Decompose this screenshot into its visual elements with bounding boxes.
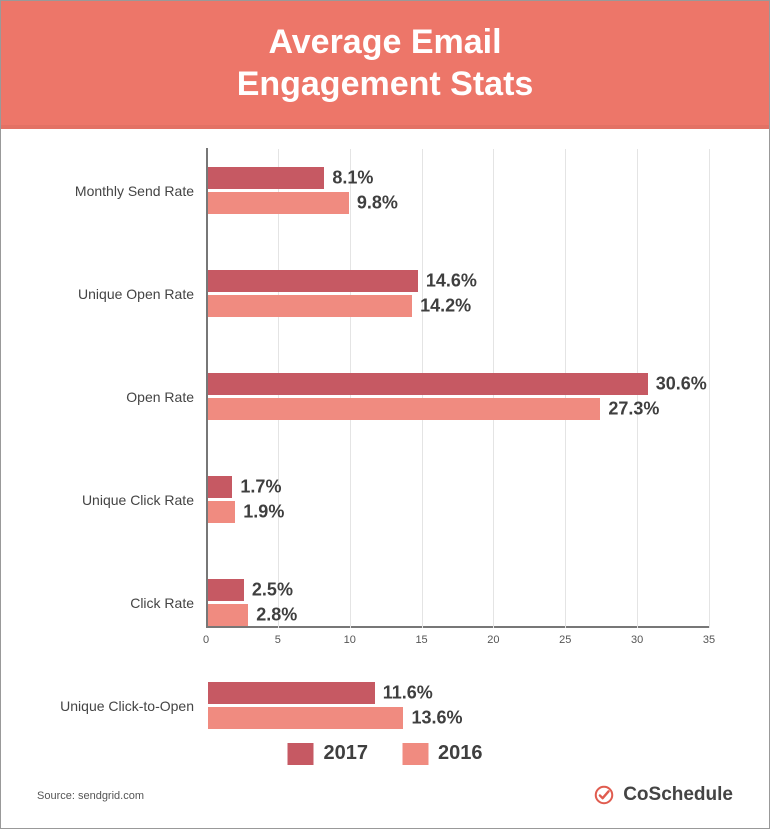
bar-value-label: 1.9%	[243, 502, 284, 523]
bar: 14.2%	[208, 295, 412, 317]
category-label: Monthly Send Rate	[14, 183, 194, 199]
legend: 2017 2016	[288, 742, 483, 765]
title: Average EmailEngagement Stats	[237, 21, 534, 106]
bar: 8.1%	[208, 167, 324, 189]
chart-area: 0 5 10 15 20 25 30 35 Monthly Send Rate 8.1% 9.8% U…	[1, 129, 769, 738]
x-tick-label: 20	[487, 634, 499, 646]
bar: 14.6%	[208, 270, 418, 292]
x-tick-label: 25	[559, 634, 571, 646]
plot: 05101520253035Monthly Send Rate8.1%9.8%U…	[206, 149, 709, 628]
legend-label: 2017	[324, 742, 369, 765]
bar: 2.8%	[208, 604, 248, 626]
legend-item: 2017	[288, 742, 369, 765]
bar-value-label: 30.6%	[656, 374, 707, 395]
legend-label: 2016	[438, 742, 483, 765]
category-label: Unique Click-to-Open	[14, 698, 194, 714]
gridline	[709, 149, 710, 628]
category-label: Unique Open Rate	[14, 286, 194, 302]
x-tick-label: 15	[415, 634, 427, 646]
bar-value-label: 13.6%	[411, 708, 462, 729]
footer: 2017 2016 Source: sendgrid.com CoSchedule	[1, 738, 769, 828]
bar-value-label: 2.5%	[252, 580, 293, 601]
bar-group: Unique Open Rate14.6%14.2%	[206, 270, 709, 317]
x-tick-label: 0	[203, 634, 209, 646]
category-label: Click Rate	[14, 595, 194, 611]
bar-group: Click Rate2.5%2.8%	[206, 579, 709, 626]
bar: 1.7%	[208, 476, 232, 498]
source-label: Source: sendgrid.com	[37, 790, 144, 802]
x-tick-label: 30	[631, 634, 643, 646]
bar-value-label: 1.7%	[240, 477, 281, 498]
bar: 27.3%	[208, 398, 600, 420]
bar-value-label: 2.8%	[256, 605, 297, 626]
bar: 1.9%	[208, 501, 235, 523]
legend-swatch	[402, 743, 428, 765]
x-tick-label: 35	[703, 634, 715, 646]
bar-value-label: 8.1%	[332, 168, 373, 189]
bar: 9.8%	[208, 192, 349, 214]
bar-value-label: 14.6%	[426, 271, 477, 292]
bar-group: Unique Click Rate1.7%1.9%	[206, 476, 709, 523]
x-tick-label: 5	[275, 634, 281, 646]
bar-value-label: 11.6%	[383, 683, 433, 704]
legend-item: 2016	[402, 742, 483, 765]
brand-name: CoSchedule	[623, 784, 733, 806]
bar: 30.6%	[208, 373, 648, 395]
bar-group: Open Rate30.6%27.3%	[206, 373, 709, 420]
legend-swatch	[288, 743, 314, 765]
coschedule-logo-icon	[593, 784, 615, 806]
bar: 13.6%	[208, 707, 403, 729]
bar-group: Unique Click-to-Open11.6%13.6%	[206, 682, 709, 729]
bar-value-label: 9.8%	[357, 193, 398, 214]
brand: CoSchedule	[593, 784, 733, 806]
category-label: Open Rate	[14, 389, 194, 405]
bar: 2.5%	[208, 579, 244, 601]
bar-value-label: 27.3%	[608, 399, 659, 420]
bar-group: Monthly Send Rate8.1%9.8%	[206, 167, 709, 214]
header: Average EmailEngagement Stats	[1, 1, 769, 129]
bar: 11.6%	[208, 682, 375, 704]
x-axis	[206, 626, 710, 628]
category-label: Unique Click Rate	[14, 492, 194, 508]
infographic-card: Average EmailEngagement Stats 0 5 10 15 20 25…	[0, 0, 770, 829]
x-tick-label: 10	[344, 634, 356, 646]
bar-value-label: 14.2%	[420, 296, 471, 317]
